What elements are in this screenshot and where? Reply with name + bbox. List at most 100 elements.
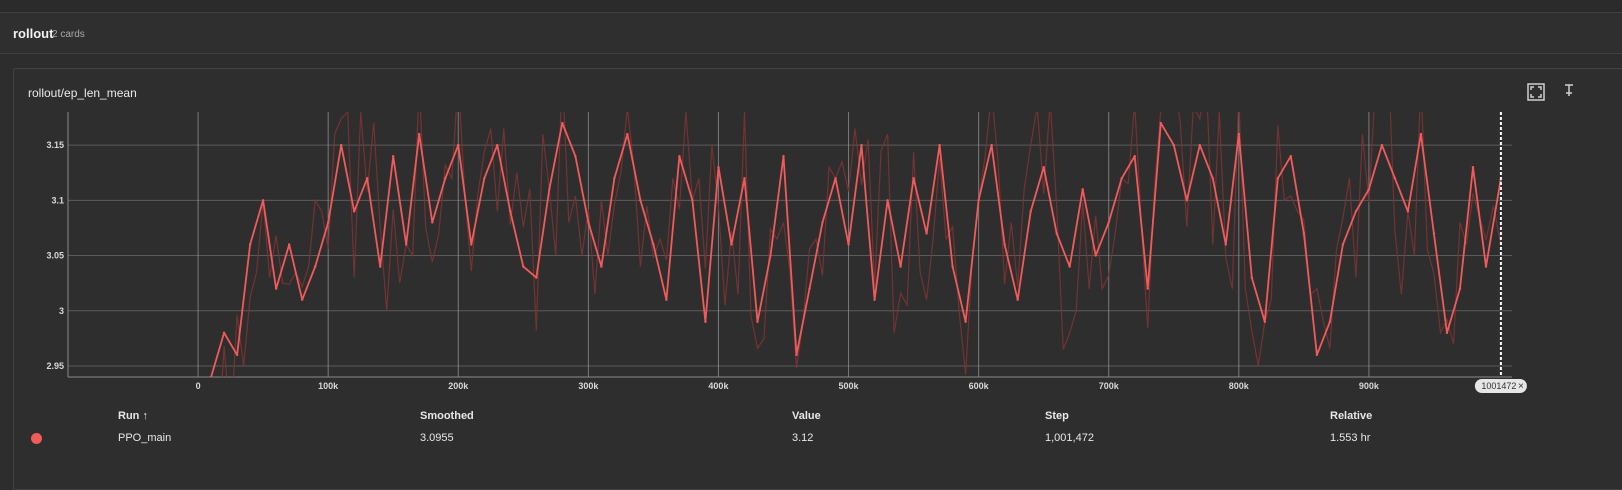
group-title: rollout [13, 26, 54, 41]
data-point [548, 188, 551, 191]
data-point [665, 298, 668, 301]
data-point [287, 243, 291, 246]
data-point [652, 243, 655, 246]
y-tick-label: 3.15 [46, 140, 64, 150]
data-point [1380, 143, 1384, 147]
data-point [496, 143, 499, 147]
x-tick-label: 100k [318, 381, 339, 391]
run-color-dot[interactable] [31, 433, 42, 444]
data-point [1042, 166, 1045, 169]
data-point [1198, 143, 1201, 147]
data-point [274, 287, 278, 290]
data-point [1406, 210, 1410, 213]
data-point [1029, 210, 1032, 213]
data-point [313, 265, 317, 268]
data-point [339, 143, 343, 147]
data-point [1146, 287, 1149, 290]
data-point [1302, 232, 1306, 235]
step-cursor-badge[interactable] [1474, 379, 1527, 393]
data-point [483, 177, 486, 180]
data-point [352, 210, 356, 213]
y-tick-label: 3 [59, 306, 64, 316]
column-header-smoothed[interactable]: Smoothed [420, 410, 474, 422]
data-point [1263, 320, 1267, 323]
data-point [1055, 232, 1058, 235]
data-point [1354, 210, 1358, 213]
data-point [1419, 132, 1423, 136]
data-point [1068, 265, 1071, 268]
data-point [964, 320, 967, 323]
data-point [405, 243, 408, 246]
column-header-run[interactable]: Run ↑ [118, 410, 148, 422]
data-point [444, 177, 447, 180]
data-point [899, 265, 902, 268]
data-point [1094, 254, 1097, 257]
data-point [834, 177, 837, 180]
data-point [1458, 287, 1462, 290]
data-point [678, 154, 681, 158]
x-tick-label: 200k [448, 381, 469, 391]
data-point [392, 154, 395, 158]
fullscreen-icon[interactable] [1526, 82, 1546, 102]
top-strip [0, 0, 1622, 13]
data-point [1432, 232, 1436, 235]
x-tick-label: 400k [708, 381, 729, 391]
step-cursor-close-icon[interactable]: × [1518, 381, 1524, 392]
column-header-value[interactable]: Value [792, 410, 821, 422]
data-point [1172, 143, 1175, 147]
data-point [366, 177, 369, 180]
data-point [925, 232, 928, 235]
data-point [717, 166, 720, 169]
data-point [912, 177, 915, 180]
data-point [535, 276, 538, 279]
data-point [587, 221, 590, 224]
data-point [873, 298, 876, 301]
data-point [457, 143, 460, 147]
data-point [704, 320, 707, 323]
data-point [613, 177, 616, 180]
x-tick-label: 700k [1099, 381, 1120, 391]
data-point [756, 320, 759, 323]
group-header[interactable]: rollout 2 cards [0, 13, 1622, 54]
card-title: rollout/ep_len_mean [28, 86, 137, 100]
data-point [1289, 154, 1293, 158]
data-point [509, 210, 512, 213]
data-point [1328, 320, 1332, 323]
data-point [860, 143, 863, 147]
column-header-relative[interactable]: Relative [1330, 410, 1373, 422]
x-tick-label: 300k [578, 381, 599, 391]
cell-step: 1,001,472 [1045, 432, 1094, 444]
data-point [1016, 298, 1019, 301]
x-tick-label: 600k [969, 381, 990, 391]
cell-relative: 1.553 hr [1330, 432, 1371, 444]
data-point [1276, 177, 1280, 180]
line-chart[interactable]: 2.95 3 3.05 3.1 3.15 0 100k 200k 300k 400k 500k 600… [0, 0, 1622, 405]
x-tick-label: 0 [196, 381, 201, 391]
data-point [522, 265, 525, 268]
data-point [1250, 276, 1254, 279]
data-point [1393, 177, 1397, 180]
data-point [431, 221, 434, 224]
data-point [1367, 188, 1371, 191]
data-point [691, 199, 694, 202]
column-header-step[interactable]: Step [1045, 410, 1069, 422]
data-point [222, 331, 226, 335]
series-line-ppo-main [210, 122, 1502, 377]
data-point [990, 143, 993, 147]
group-card-count: 2 cards [52, 29, 85, 40]
data-point [470, 243, 473, 246]
data-point [379, 265, 382, 268]
data-point [574, 154, 577, 158]
data-point [1445, 331, 1449, 335]
data-point [639, 199, 642, 202]
data-point [300, 298, 304, 301]
data-point [730, 243, 733, 246]
pin-icon[interactable] [1562, 82, 1576, 102]
data-point [261, 199, 265, 202]
data-point [977, 199, 980, 202]
data-point [886, 199, 889, 202]
y-tick-label: 2.95 [46, 361, 64, 371]
data-point [821, 221, 824, 224]
data-point [600, 265, 603, 268]
data-point [235, 353, 239, 357]
